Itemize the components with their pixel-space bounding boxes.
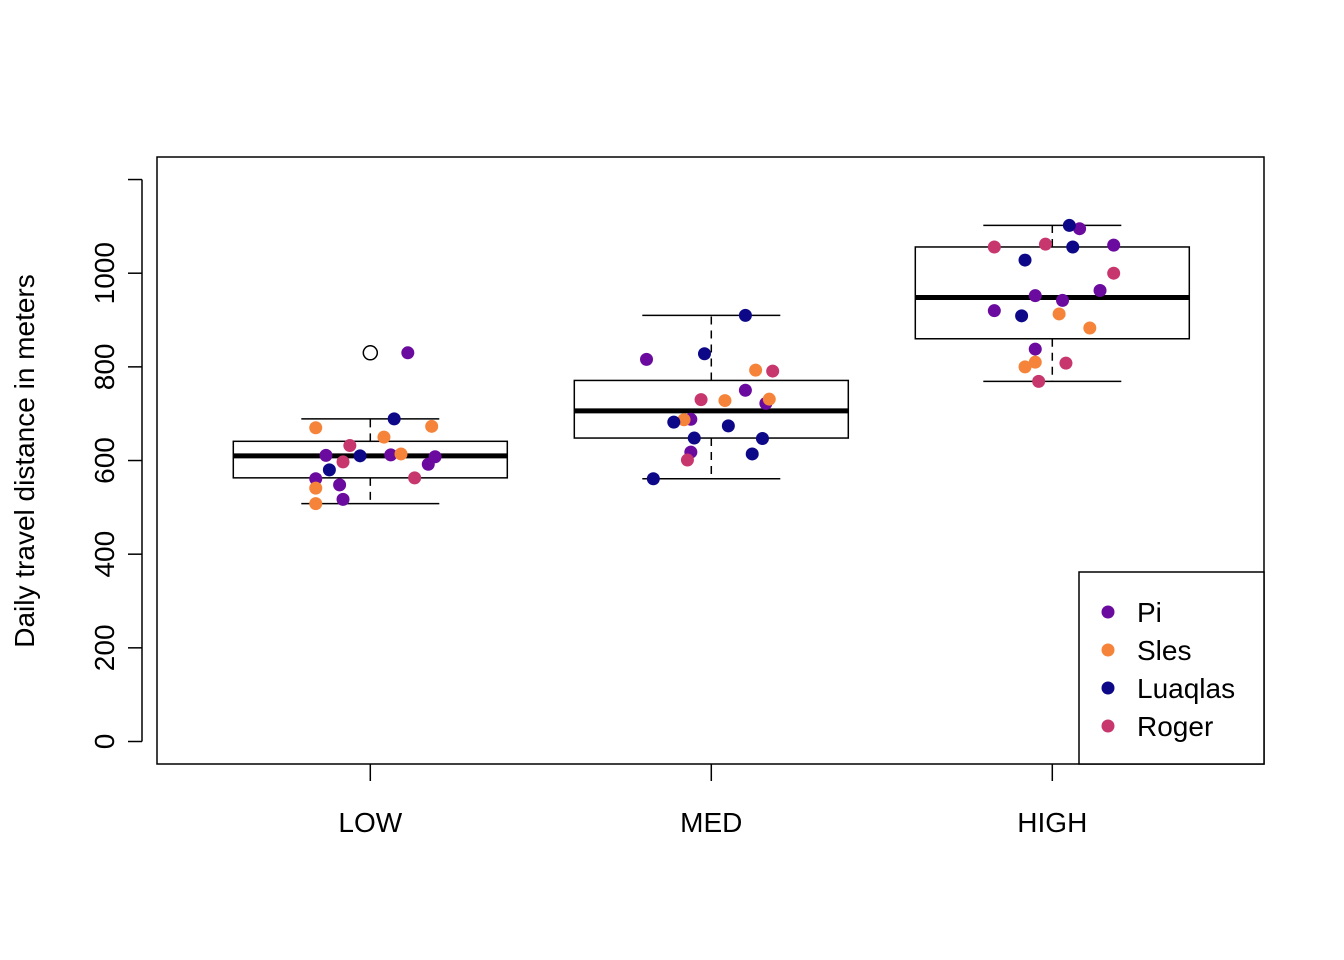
data-point-sles [677, 413, 691, 427]
data-point-luaqlas [1015, 309, 1029, 323]
legend-marker-roger [1101, 719, 1115, 733]
data-point-pi [1056, 293, 1070, 307]
data-point-sles [309, 497, 323, 511]
plot-frame [156, 156, 1265, 765]
data-point-pi [428, 450, 442, 464]
outlier-point [362, 345, 379, 361]
data-point-luaqlas [738, 308, 752, 322]
data-point-sles [309, 421, 323, 435]
data-point-luaqlas [687, 431, 701, 445]
data-point-roger [1107, 266, 1121, 280]
data-point-sles [718, 394, 732, 408]
data-point-luaqlas [353, 449, 367, 463]
data-point-sles [309, 481, 323, 495]
y-tick-label: 200 [89, 624, 120, 671]
legend-marker-pi [1101, 605, 1115, 619]
data-point-sles [1028, 355, 1042, 369]
data-point-roger [1032, 374, 1046, 388]
data-point-pi [640, 352, 654, 366]
data-point-pi [1073, 222, 1087, 236]
y-tick-label: 600 [89, 437, 120, 484]
data-point-roger [343, 439, 357, 453]
data-point-pi [336, 492, 350, 506]
data-point-roger [1038, 237, 1052, 251]
data-point-luaqlas [646, 472, 660, 486]
data-point-luaqlas [745, 447, 759, 461]
legend-marker-sles [1101, 643, 1115, 657]
data-point-pi [384, 448, 398, 462]
data-point-luaqlas [387, 412, 401, 426]
data-point-roger [1059, 356, 1073, 370]
y-tick-label: 0 [89, 734, 120, 750]
y-axis-title: Daily travel distance in meters [9, 274, 40, 647]
box-low [232, 440, 509, 479]
data-point-sles [749, 363, 763, 377]
y-tick-label: 1000 [89, 242, 120, 304]
data-point-roger [336, 455, 350, 469]
y-tick-label: 800 [89, 344, 120, 391]
legend-label-pi: Pi [1137, 597, 1162, 628]
data-point-roger [408, 471, 422, 485]
data-point-luaqlas [1062, 218, 1076, 232]
legend: Pi Sles Luaqlas Roger [1078, 571, 1265, 765]
data-point-roger [694, 393, 708, 407]
legend-label-roger: Roger [1137, 711, 1213, 742]
data-point-luaqlas [667, 415, 681, 429]
data-point-luaqlas [1018, 253, 1032, 267]
data-point-sles [1052, 307, 1066, 321]
legend-marker-luaqlas [1101, 681, 1115, 695]
data-point-pi [987, 304, 1001, 318]
data-point-luaqlas [755, 432, 769, 446]
y-tick-label: 400 [89, 531, 120, 578]
data-point-sles [425, 419, 439, 433]
data-point-pi [1028, 289, 1042, 303]
legend-label-luaqlas: Luaqlas [1137, 673, 1235, 704]
data-point-pi [738, 383, 752, 397]
data-point-sles [762, 392, 776, 406]
data-point-sles [1018, 360, 1032, 374]
x-tick-label: LOW [338, 807, 402, 838]
x-tick-label: HIGH [1017, 807, 1087, 838]
data-point-luaqlas [1066, 240, 1080, 254]
data-point-roger [766, 364, 780, 378]
data-point-luaqlas [322, 463, 336, 477]
axes-layer: 0 200 400 600 800 1000 LOW MED HIGH [89, 156, 1265, 838]
data-point-sles [377, 430, 391, 444]
data-point-pi [401, 346, 415, 360]
data-point-roger [680, 453, 694, 467]
data-point-sles [394, 447, 408, 461]
points-layer [309, 218, 1121, 511]
data-point-luaqlas [721, 419, 735, 433]
data-point-roger [987, 240, 1001, 254]
data-point-luaqlas [697, 347, 711, 361]
data-point-sles [1083, 321, 1097, 335]
data-point-pi [319, 448, 333, 462]
legend-label-sles: Sles [1137, 635, 1191, 666]
data-point-pi [1028, 342, 1042, 356]
boxes-layer [232, 224, 1191, 505]
data-point-pi [309, 472, 323, 486]
data-point-pi [1107, 238, 1121, 252]
x-tick-label: MED [680, 807, 742, 838]
data-point-pi [333, 478, 347, 492]
data-point-pi [1093, 284, 1107, 298]
box-high [914, 246, 1191, 340]
